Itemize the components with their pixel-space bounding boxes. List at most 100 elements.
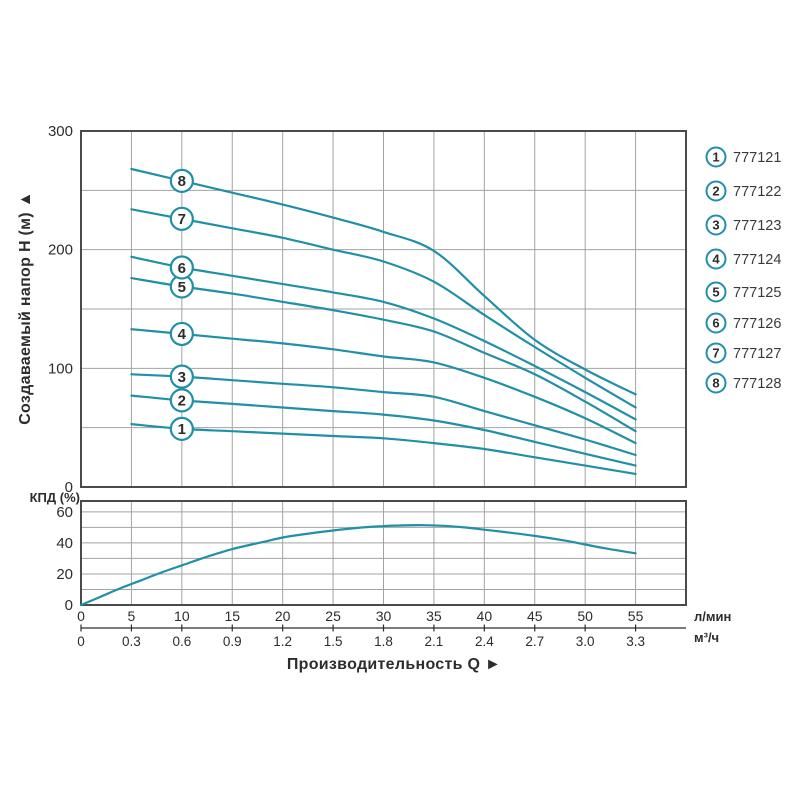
pump-curve-6	[130, 255, 637, 421]
eff-y-tick-60: 60	[56, 504, 73, 521]
curve-marker-1: 1	[169, 416, 194, 441]
flow-tick-lmin-50: 50	[577, 608, 593, 624]
legend-number: 5	[712, 285, 719, 300]
curve-marker-circle	[169, 364, 194, 389]
curve-marker-7: 7	[169, 206, 194, 231]
legend-number-circle	[705, 372, 727, 394]
legend-number-circle	[705, 248, 727, 270]
flow-tick-m3h-2.1: 2.1	[425, 634, 444, 649]
main-plot-border	[80, 130, 687, 488]
legend-item-7: 7 777127	[705, 342, 781, 364]
legend-item-4: 4 777124	[705, 248, 781, 270]
curve-marker-circle	[169, 168, 194, 193]
curve-marker-4: 4	[169, 321, 194, 347]
legend-model-code: 777126	[733, 316, 781, 332]
flow-tick-m3h-1.5: 1.5	[324, 634, 343, 649]
pump-curve-1	[130, 423, 637, 475]
kpd-label: КПД (%)	[30, 490, 80, 505]
legend-model-code: 777125	[733, 285, 781, 301]
flow-axis: 0 5 10 15 20 25 30 35 40 45 50 55 0 0.3 0.6 0.9 1.2 1.5 1.…	[77, 608, 686, 649]
curve-marker-number: 4	[178, 326, 187, 343]
flow-tick-lmin-10: 10	[174, 608, 190, 624]
curve-marker-5: 5	[169, 274, 194, 299]
eff-plot-border	[80, 500, 687, 606]
legend-model-code: 777122	[733, 184, 781, 200]
pump-curve-8	[130, 167, 637, 396]
legend-number: 7	[712, 346, 719, 361]
flow-tick-lmin-30: 30	[376, 608, 392, 624]
legend-number: 1	[712, 150, 719, 165]
legend-item-2: 2 777122	[705, 180, 781, 202]
pump-curve-4	[130, 328, 637, 445]
legend-number-circle	[705, 312, 727, 334]
flow-tick-m3h-2.7: 2.7	[525, 634, 544, 649]
legend-number-circle	[705, 146, 727, 168]
legend-item-3: 3 777123	[705, 214, 781, 236]
flow-tick-lmin-35: 35	[426, 608, 442, 624]
legend-number: 3	[712, 218, 719, 233]
curve-marker-2: 2	[169, 388, 194, 413]
curve-marker-number: 7	[178, 211, 186, 228]
flow-tick-m3h-0.3: 0.3	[122, 634, 141, 649]
head-y-tick-200: 200	[48, 242, 73, 259]
x-axis-title: Производительность Q ►	[287, 656, 501, 673]
legend-item-1: 1 777121	[705, 146, 781, 168]
flow-unit-m3h-label: м³/ч	[694, 630, 719, 645]
pump-curve-2	[130, 394, 637, 467]
legend-number: 6	[712, 316, 719, 331]
curve-marker-circle	[169, 416, 194, 441]
flow-tick-m3h-1.2: 1.2	[273, 634, 292, 649]
flow-tick-m3h-3.0: 3.0	[576, 634, 595, 649]
curve-marker-circle	[169, 255, 194, 280]
eff-y-tick-0: 0	[65, 597, 73, 614]
pump-curve-7	[130, 208, 637, 409]
flow-tick-m3h-0: 0	[77, 634, 85, 649]
curve-marker-circle	[169, 206, 194, 231]
flow-tick-lmin-15: 15	[224, 608, 240, 624]
flow-unit-lmin-label: л/мин	[694, 609, 731, 624]
legend-model-code: 777121	[733, 150, 781, 166]
curve-marker-number: 2	[178, 393, 186, 410]
efficiency-curve	[79, 524, 637, 607]
flow-tick-lmin-5: 5	[128, 608, 136, 624]
legend-number: 2	[712, 184, 719, 199]
curve-marker-number: 1	[178, 421, 186, 438]
legend-number-circle	[705, 214, 727, 236]
legend-number-circle	[705, 180, 727, 202]
legend-item-8: 8 777128	[705, 372, 781, 394]
flow-tick-lmin-40: 40	[477, 608, 493, 624]
flow-tick-lmin-45: 45	[527, 608, 543, 624]
head-y-tick-300: 300	[48, 123, 73, 140]
pump-curve-5	[130, 277, 637, 433]
legend-number: 8	[712, 376, 719, 391]
legend-model-code: 777123	[733, 218, 781, 234]
legend-model-code: 777128	[733, 376, 781, 392]
legend-number-circle	[705, 281, 727, 303]
curve-marker-number: 3	[178, 369, 186, 386]
curve-marker-number: 6	[178, 260, 186, 277]
flow-tick-lmin-0: 0	[77, 608, 85, 624]
flow-tick-lmin-55: 55	[628, 608, 644, 624]
curve-marker-3: 3	[169, 364, 194, 389]
legend-model-code: 777127	[733, 346, 781, 362]
pump-curve-3	[130, 373, 637, 457]
head-y-tick-100: 100	[48, 360, 73, 377]
eff-y-tick-20: 20	[56, 566, 73, 583]
curve-marker-circle	[169, 321, 194, 347]
efficiency-chart: 0 20 40 60	[56, 500, 687, 614]
flow-tick-m3h-1.8: 1.8	[374, 634, 393, 649]
legend-number-circle	[705, 342, 727, 364]
curve-marker-6: 6	[169, 255, 194, 280]
legend-item-6: 6 777126	[705, 312, 781, 334]
curve-marker-8: 8	[169, 168, 194, 193]
y-axis-title: Создаваемый напор H (м) ▲	[17, 191, 34, 425]
eff-y-tick-40: 40	[56, 535, 73, 552]
legend-number: 4	[712, 252, 720, 267]
flow-tick-m3h-2.4: 2.4	[475, 634, 494, 649]
legend: 1 777121 2 777122 3 777123 4 777124 5 777125 6 7771…	[705, 146, 781, 394]
curve-marker-number: 5	[178, 279, 186, 296]
head-chart: 1 2 3 4 5 6 7 8 0 100 200 300	[48, 123, 687, 496]
flow-tick-m3h-0.9: 0.9	[223, 634, 242, 649]
